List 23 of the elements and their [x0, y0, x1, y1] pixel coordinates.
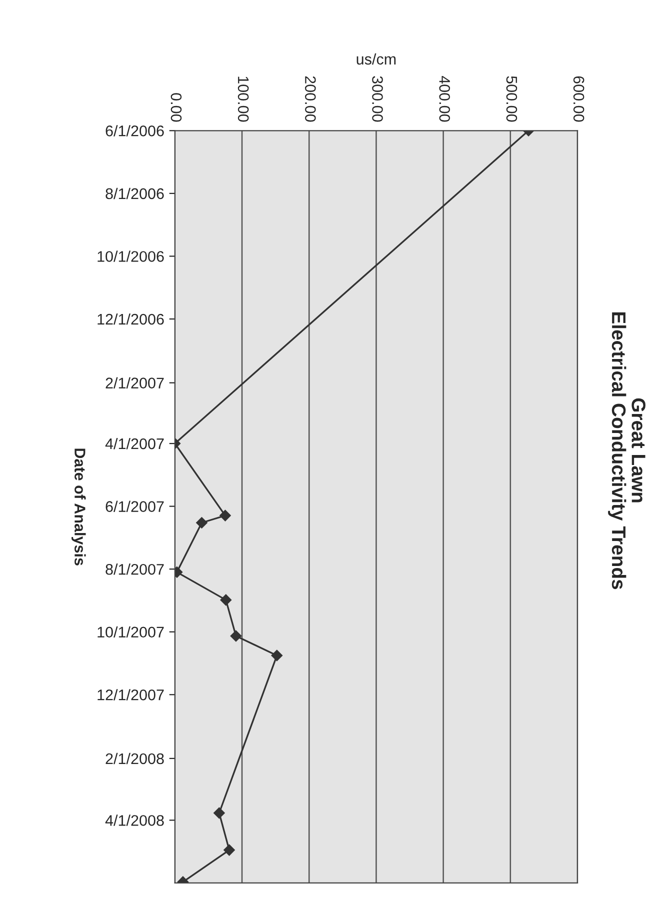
x-tick-label: 100.00 — [238, 76, 249, 122]
x-tick-label: 600.00 — [573, 76, 584, 122]
y-tick-label: 10/1/2006 — [98, 250, 164, 262]
y-tick-label: 12/1/2007 — [98, 689, 164, 700]
text: Electrical Conductivity Trends — [608, 312, 626, 590]
x-tick-label: 0.00 — [170, 93, 182, 122]
y-tick-label: 6/1/2007 — [106, 500, 164, 512]
y-axis-title: Date of Analysis — [72, 448, 86, 566]
x-tick-label: 200.00 — [305, 76, 316, 122]
y-tick-label: 2/1/2007 — [106, 377, 164, 388]
y-tick-label: 8/1/2006 — [106, 188, 164, 200]
y-tick-label: 4/1/2007 — [105, 438, 164, 450]
x-axis-title: us/cm — [356, 53, 396, 65]
y-tick-label: 6/1/2006 — [106, 125, 164, 136]
text: Great Lawn — [632, 398, 646, 502]
y-tick-label: 10/1/2007 — [98, 626, 164, 638]
x-tick-label: 400.00 — [439, 76, 450, 122]
y-tick-label: 4/1/2008 — [105, 814, 164, 826]
y-tick-label: 12/1/2006 — [98, 313, 164, 325]
y-tick-label: 8/1/2007 — [106, 564, 164, 575]
x-tick-label: 300.00 — [372, 76, 383, 122]
y-tick-label: 2/1/2008 — [106, 752, 164, 764]
x-tick-label: 500.00 — [506, 76, 518, 122]
